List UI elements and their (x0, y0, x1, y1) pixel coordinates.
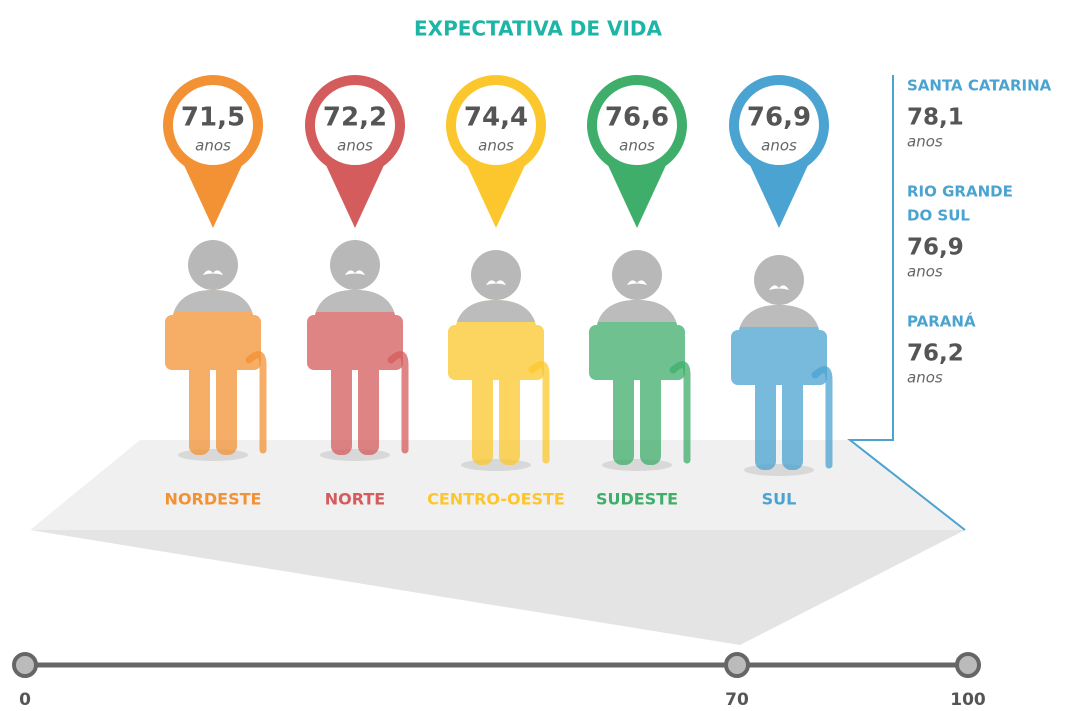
shadow (744, 464, 814, 476)
head (612, 250, 662, 300)
person (165, 240, 263, 461)
state-value: 76,2 (907, 341, 964, 367)
state-unit: anos (907, 263, 943, 281)
pin-value: 71,5 (181, 103, 245, 133)
head (471, 250, 521, 300)
pin-unit: anos (761, 137, 797, 155)
state-name: DO SUL (907, 207, 970, 225)
leg (472, 370, 493, 465)
leg (755, 375, 776, 470)
leg (216, 360, 237, 455)
scale-label: 70 (725, 690, 749, 710)
head (754, 255, 804, 305)
pin-unit: anos (195, 137, 231, 155)
body (165, 290, 261, 455)
pin-value: 76,9 (747, 103, 811, 133)
pin-value: 74,4 (464, 103, 528, 133)
state-unit: anos (907, 369, 943, 387)
pin-unit: anos (619, 137, 655, 155)
pin-unit: anos (337, 137, 373, 155)
pin-unit: anos (478, 137, 514, 155)
shadow (320, 449, 390, 461)
state-value: 78,1 (907, 105, 964, 131)
leg (782, 375, 803, 470)
head (188, 240, 238, 290)
scale-label: 0 (19, 690, 31, 710)
region-name: NORDESTE (165, 490, 262, 509)
head (330, 240, 380, 290)
body (307, 290, 403, 455)
region-name: SUDESTE (596, 490, 678, 509)
leg (499, 370, 520, 465)
leg (640, 370, 661, 465)
title: EXPECTATIVA DE VIDA (414, 17, 662, 41)
scale-dot (14, 654, 36, 676)
person (589, 250, 687, 471)
person (448, 250, 546, 471)
scale-dot (726, 654, 748, 676)
pin-value: 72,2 (323, 103, 387, 133)
state-name: SANTA CATARINA (907, 77, 1052, 95)
leg (331, 360, 352, 455)
shadow (602, 459, 672, 471)
state-value: 76,9 (907, 235, 964, 261)
state-name: PARANÁ (907, 312, 976, 331)
scale-label: 100 (950, 690, 986, 710)
state-name: RIO GRANDE (907, 183, 1013, 201)
shadow (178, 449, 248, 461)
leg (189, 360, 210, 455)
leg (358, 360, 379, 455)
platform-shadow (30, 530, 965, 645)
leg (613, 370, 634, 465)
person (307, 240, 405, 461)
state-unit: anos (907, 133, 943, 151)
region-name: CENTRO-OESTE (427, 490, 565, 509)
region-name: SUL (762, 490, 797, 509)
platform (30, 440, 965, 530)
scale-dot (957, 654, 979, 676)
shadow (461, 459, 531, 471)
pin-value: 76,6 (605, 103, 669, 133)
region-name: NORTE (325, 490, 385, 509)
infographic: EXPECTATIVA DE VIDA 71,5 anos NORDESTE 72,2… (0, 0, 1068, 711)
